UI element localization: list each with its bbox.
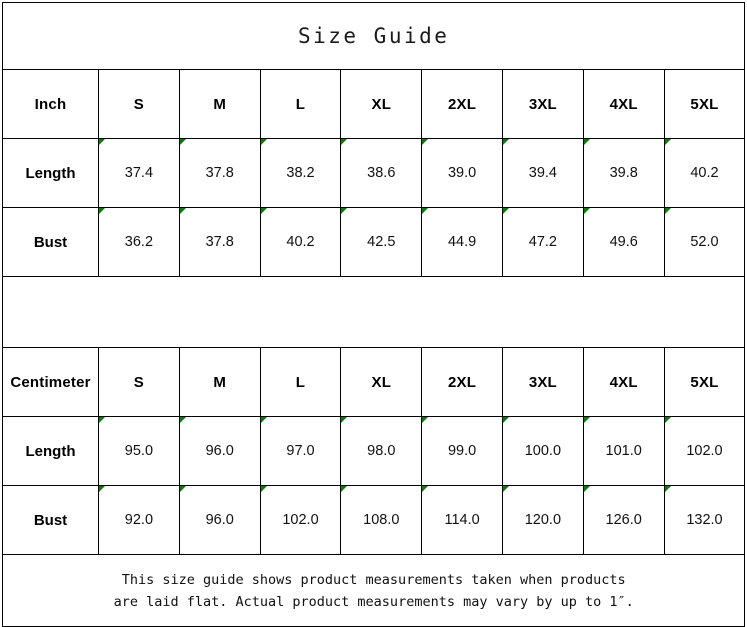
footnote-line-2: are laid flat. Actual product measuremen… (113, 593, 634, 610)
cell-inch-bust-xl: 42.5 (340, 207, 423, 277)
cell-cm-bust-3xl: 120.0 (501, 485, 584, 555)
cell-cm-length-4xl: 101.0 (582, 416, 665, 486)
cell-inch-bust-m: 37.8 (178, 207, 261, 277)
footnote: This size guide shows product measuremen… (1, 554, 746, 627)
table-row: Bust 36.2 37.8 40.2 42.5 44.9 47.2 49.6 … (2, 207, 746, 277)
cell-cm-length-l: 97.0 (259, 416, 342, 486)
cell-inch-bust-l: 40.2 (259, 207, 342, 277)
unit-label-inch: Inch (2, 69, 99, 139)
header-row-inch: Inch S M L XL 2XL 3XL 4XL 5XL (2, 69, 746, 139)
cell-cm-length-m: 96.0 (178, 416, 261, 486)
row-label-bust-cm: Bust (2, 485, 99, 555)
cell-cm-length-s: 95.0 (98, 416, 180, 486)
column-header-s: S (98, 69, 180, 139)
table-row: Length 37.4 37.8 38.2 38.6 39.0 39.4 39.… (2, 138, 746, 208)
column-header-cm-3xl: 3XL (501, 347, 584, 417)
cell-cm-bust-4xl: 126.0 (582, 485, 665, 555)
cell-inch-bust-2xl: 44.9 (421, 207, 503, 277)
unit-label-centimeter: Centimeter (2, 347, 99, 417)
cell-inch-length-4xl: 39.8 (582, 138, 665, 208)
cell-inch-bust-s: 36.2 (98, 207, 180, 277)
cell-cm-bust-m: 96.0 (178, 485, 261, 555)
cell-inch-length-xl: 38.6 (340, 138, 423, 208)
header-row-centimeter: Centimeter S M L XL 2XL 3XL 4XL 5XL (2, 347, 746, 417)
row-label-length-cm: Length (2, 416, 99, 486)
cell-inch-length-5xl: 40.2 (663, 138, 746, 208)
table-row: Length 95.0 96.0 97.0 98.0 99.0 100.0 10… (2, 416, 746, 486)
table-row: Bust 92.0 96.0 102.0 108.0 114.0 120.0 1… (2, 485, 746, 555)
column-header-4xl: 4XL (582, 69, 665, 139)
cell-cm-bust-xl: 108.0 (340, 485, 423, 555)
column-header-m: M (178, 69, 261, 139)
column-header-xl: XL (340, 69, 423, 139)
column-header-cm-4xl: 4XL (582, 347, 665, 417)
cell-cm-length-xl: 98.0 (340, 416, 423, 486)
column-header-cm-xl: XL (340, 347, 423, 417)
column-header-cm-2xl: 2XL (421, 347, 503, 417)
column-header-3xl: 3XL (501, 69, 584, 139)
cell-cm-length-2xl: 99.0 (421, 416, 503, 486)
column-header-5xl: 5XL (663, 69, 746, 139)
spacer-cell (1, 276, 746, 348)
footnote-row: This size guide shows product measuremen… (1, 554, 746, 627)
title-row: Size Guide (1, 2, 746, 70)
row-label-length-inch: Length (2, 138, 99, 208)
column-header-cm-s: S (98, 347, 180, 417)
cell-inch-bust-4xl: 49.6 (582, 207, 665, 277)
page-title: Size Guide (1, 2, 746, 70)
column-header-2xl: 2XL (421, 69, 503, 139)
column-header-l: L (259, 69, 342, 139)
column-header-cm-m: M (178, 347, 261, 417)
cell-inch-length-2xl: 39.0 (421, 138, 503, 208)
cell-cm-bust-s: 92.0 (98, 485, 180, 555)
cell-inch-length-s: 37.4 (98, 138, 180, 208)
cell-inch-length-l: 38.2 (259, 138, 342, 208)
column-header-cm-l: L (259, 347, 342, 417)
footnote-line-1: This size guide shows product measuremen… (121, 571, 626, 588)
cell-cm-length-3xl: 100.0 (501, 416, 584, 486)
cell-cm-bust-l: 102.0 (259, 485, 342, 555)
cell-inch-bust-5xl: 52.0 (663, 207, 746, 277)
cell-cm-length-5xl: 102.0 (663, 416, 746, 486)
cell-inch-length-m: 37.8 (178, 138, 261, 208)
row-label-bust-inch: Bust (2, 207, 99, 277)
spacer-row (1, 276, 746, 348)
cell-cm-bust-2xl: 114.0 (421, 485, 503, 555)
cell-inch-length-3xl: 39.4 (501, 138, 584, 208)
cell-cm-bust-5xl: 132.0 (663, 485, 746, 555)
cell-inch-bust-3xl: 47.2 (501, 207, 584, 277)
column-header-cm-5xl: 5XL (663, 347, 746, 417)
